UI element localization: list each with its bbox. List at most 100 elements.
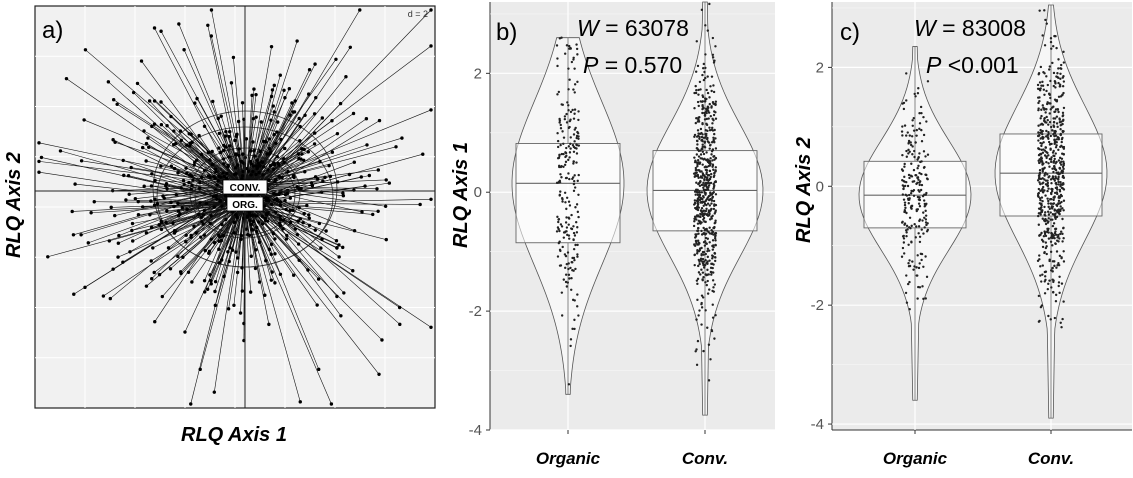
jitter-point [569, 151, 571, 153]
jitter-point [707, 203, 709, 205]
sample-point [150, 184, 153, 187]
sample-point [267, 323, 270, 326]
jitter-point [905, 231, 907, 233]
sample-point [130, 229, 133, 232]
jitter-point [1056, 126, 1058, 128]
jitter-point [713, 141, 715, 143]
jitter-point [1060, 322, 1062, 324]
jitter-point [568, 234, 570, 236]
sample-point [210, 8, 213, 11]
jitter-point [1062, 300, 1064, 302]
jitter-point [910, 208, 912, 210]
jitter-point [1038, 320, 1040, 322]
jitter-point [573, 183, 575, 185]
jitter-point [1051, 244, 1053, 246]
sample-point [197, 213, 200, 216]
jitter-point [1041, 133, 1043, 135]
sample-point [182, 48, 185, 51]
jitter-point [712, 137, 714, 139]
jitter-point [694, 190, 696, 192]
jitter-point [704, 146, 706, 148]
jitter-point [1059, 190, 1061, 192]
jitter-point [568, 237, 570, 239]
jitter-point [558, 165, 560, 167]
jitter-point [694, 160, 696, 162]
jitter-point [568, 223, 570, 225]
sample-point [261, 161, 264, 164]
jitter-point [714, 252, 716, 254]
sample-point [140, 59, 143, 62]
sample-point [271, 88, 274, 91]
jitter-point [903, 224, 905, 226]
sample-point [240, 234, 243, 237]
jitter-point [704, 229, 706, 231]
sample-point [128, 193, 131, 196]
sample-point [243, 212, 246, 215]
sample-point [279, 138, 282, 141]
sample-point [218, 261, 221, 264]
sample-point [282, 161, 285, 164]
jitter-point [703, 190, 705, 192]
jitter-point [927, 80, 929, 82]
sample-point [150, 226, 153, 229]
jitter-point [698, 190, 700, 192]
jitter-point [569, 204, 571, 206]
jitter-point [573, 67, 575, 69]
sample-point [224, 134, 227, 137]
jitter-point [712, 244, 714, 246]
jitter-point [708, 211, 710, 213]
sample-point [303, 170, 306, 173]
sample-point [59, 149, 62, 152]
jitter-point [921, 228, 923, 230]
sample-point [296, 233, 299, 236]
jitter-point [710, 153, 712, 155]
jitter-point [567, 67, 569, 69]
jitter-point [1061, 152, 1063, 154]
jitter-point [715, 244, 717, 246]
jitter-point [1048, 213, 1050, 215]
jitter-point [1043, 118, 1045, 120]
jitter-point [1043, 9, 1045, 11]
sample-point [72, 233, 75, 236]
jitter-point [697, 65, 699, 67]
jitter-point [574, 186, 576, 188]
jitter-point [1037, 215, 1039, 217]
jitter-point [1050, 37, 1052, 39]
jitter-point [568, 178, 570, 180]
jitter-point [703, 213, 705, 215]
sample-point [185, 172, 188, 175]
jitter-point [709, 157, 711, 159]
sample-point [429, 44, 432, 47]
jitter-point [695, 194, 697, 196]
jitter-point [1058, 96, 1060, 98]
jitter-point [1041, 189, 1043, 191]
jitter-point [1055, 294, 1057, 296]
jitter-point [1056, 141, 1058, 143]
jitter-point [699, 161, 701, 163]
jitter-point [697, 233, 699, 235]
jitter-point [694, 207, 696, 209]
x-category-label: Organic [536, 449, 601, 468]
sample-point [307, 150, 310, 153]
sample-point [190, 184, 193, 187]
sample-point [282, 218, 285, 221]
sample-point [224, 218, 227, 221]
jitter-point [1057, 108, 1059, 110]
jitter-point [1049, 112, 1051, 114]
sample-point [351, 269, 354, 272]
jitter-point [697, 159, 699, 161]
jitter-point [1043, 108, 1045, 110]
jitter-point [706, 89, 708, 91]
sample-point [131, 222, 134, 225]
jitter-point [577, 314, 579, 316]
w-symbol: W [914, 15, 938, 41]
jitter-point [1057, 181, 1059, 183]
jitter-point [710, 202, 712, 204]
y-tick-label: -4 [811, 416, 824, 433]
sample-point [169, 115, 172, 118]
jitter-point [571, 228, 573, 230]
sample-point [145, 142, 148, 145]
panel-c-p-stat: P <0.001 [926, 52, 1019, 78]
jitter-point [556, 65, 558, 67]
jitter-point [696, 279, 698, 281]
